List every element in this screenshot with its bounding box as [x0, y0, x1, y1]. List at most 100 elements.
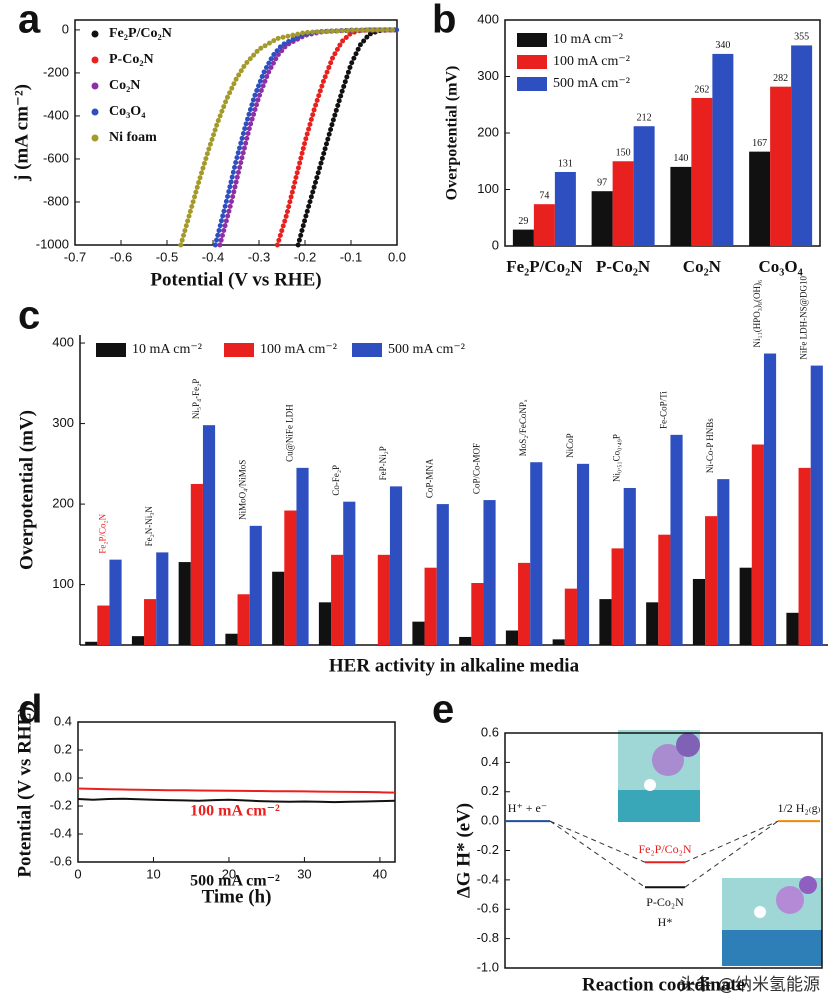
- bar: [739, 567, 752, 645]
- y-tick-label: 400: [52, 334, 74, 349]
- inset-atoms: [799, 876, 817, 894]
- bar: [670, 434, 683, 645]
- y-tick-label: 300: [52, 415, 74, 430]
- category-label: Cu@NiFe LDH: [284, 404, 294, 462]
- series-line: [295, 27, 400, 248]
- annotation: H*: [658, 915, 673, 929]
- y-tick-label: 0.2: [54, 741, 72, 756]
- bar: [552, 639, 565, 645]
- y-axis-title: Potential (V vs RHE): [14, 706, 35, 877]
- legend-marker: [91, 108, 99, 116]
- legend-label: Fe₂P/Co₂N: [109, 26, 172, 41]
- bar: [533, 204, 555, 246]
- bar: [770, 86, 792, 246]
- legend-swatch: [352, 343, 382, 357]
- x-tick-label: 10: [146, 866, 160, 881]
- category-label: Co₃O₄: [759, 257, 803, 276]
- legend-marker: [91, 82, 99, 90]
- category-label: P-Co₂N: [596, 257, 651, 276]
- y-tick-label: 200: [477, 124, 499, 139]
- y-axis-title: ΔG H* (eV): [453, 803, 474, 898]
- y-tick-label: -0.2: [50, 797, 72, 812]
- series-line: [178, 27, 400, 248]
- bar: [712, 53, 734, 247]
- y-tick-label: -800: [43, 193, 69, 208]
- x-tick-label: -0.7: [64, 249, 86, 264]
- bar: [284, 510, 297, 645]
- legend-label: Co₂N: [109, 78, 140, 93]
- x-axis-title: HER activity in alkaline media: [329, 655, 580, 676]
- bar: [599, 599, 612, 645]
- y-tick-label: 0.2: [481, 783, 499, 798]
- bar: [109, 559, 122, 645]
- bar: [763, 353, 777, 645]
- y-tick-label: 400: [477, 11, 499, 26]
- x-tick-label: -0.4: [202, 249, 224, 264]
- x-axis-title: Reaction coordinate: [582, 974, 745, 995]
- bar: [424, 567, 437, 645]
- bar: [389, 486, 403, 645]
- legend-label: 500 mA cm⁻²: [388, 342, 465, 357]
- bar: [318, 602, 332, 645]
- y-tick-label: 200: [52, 496, 74, 511]
- value-label: 131: [558, 158, 573, 169]
- x-tick-label: -0.1: [340, 249, 362, 264]
- bar: [564, 588, 577, 645]
- panel-letter: a: [18, 0, 41, 42]
- legend-swatch: [517, 55, 547, 69]
- y-axis-title: j (mA cm⁻²): [11, 84, 32, 182]
- bar: [692, 578, 706, 645]
- legend-label: 500 mA cm⁻²: [553, 76, 630, 91]
- watermark: 头条 @纳米氢能源: [679, 975, 820, 995]
- bar: [343, 501, 356, 645]
- bar: [144, 599, 157, 645]
- x-tick-label: 0.0: [388, 249, 406, 264]
- y-tick-label: 0.4: [54, 713, 72, 728]
- bar: [296, 467, 309, 645]
- level-label: H⁺ + e⁻: [508, 801, 547, 815]
- legend-label: Ni foam: [109, 130, 157, 145]
- bar: [717, 479, 730, 645]
- category-label: CoP-MNA: [425, 458, 435, 498]
- bar: [658, 534, 671, 645]
- legend-label: 100 mA cm⁻²: [260, 342, 337, 357]
- y-axis-title: Overpotential (mV): [16, 410, 37, 570]
- bar: [97, 605, 110, 645]
- bar: [190, 483, 203, 645]
- inset-structure-bottom: [722, 876, 822, 966]
- y-tick-label: 0.0: [481, 813, 499, 828]
- value-label: 29: [518, 216, 528, 227]
- x-tick-label: -0.3: [248, 249, 270, 264]
- y-tick-label: -0.4: [50, 825, 72, 840]
- bar: [202, 425, 216, 645]
- category-label: CoP/Co-MOF: [471, 443, 481, 494]
- bar: [459, 636, 472, 645]
- bar: [554, 171, 576, 246]
- value-label: 97: [597, 177, 607, 188]
- bar: [131, 636, 145, 645]
- bar: [798, 467, 811, 645]
- connector: [684, 820, 779, 863]
- series-line: [77, 797, 396, 804]
- category-label: NiCoP: [565, 433, 575, 458]
- connector: [549, 820, 646, 888]
- legend-swatch: [224, 343, 254, 357]
- bar: [331, 554, 344, 645]
- legend-swatch: [517, 33, 547, 47]
- x-tick-label: -0.2: [294, 249, 316, 264]
- bar: [810, 365, 823, 645]
- bar: [749, 151, 771, 246]
- bar: [786, 612, 799, 645]
- legend-marker: [91, 56, 99, 64]
- category-label: NiFe LDH-NS@DG10: [799, 276, 809, 360]
- bar: [249, 525, 262, 645]
- series-line: [274, 27, 400, 248]
- legend-label: 10 mA cm⁻²: [132, 342, 202, 357]
- x-tick-label: 40: [373, 866, 387, 881]
- inset-slab: [618, 790, 700, 822]
- level-label: P-Co₂N: [646, 895, 684, 909]
- bar: [505, 630, 519, 645]
- category-label: Ni₁₁(HPO₃)₈(OH)₆: [752, 280, 762, 348]
- y-tick-label: 0: [492, 237, 499, 252]
- series-label: 100 mA cm⁻²: [190, 803, 280, 820]
